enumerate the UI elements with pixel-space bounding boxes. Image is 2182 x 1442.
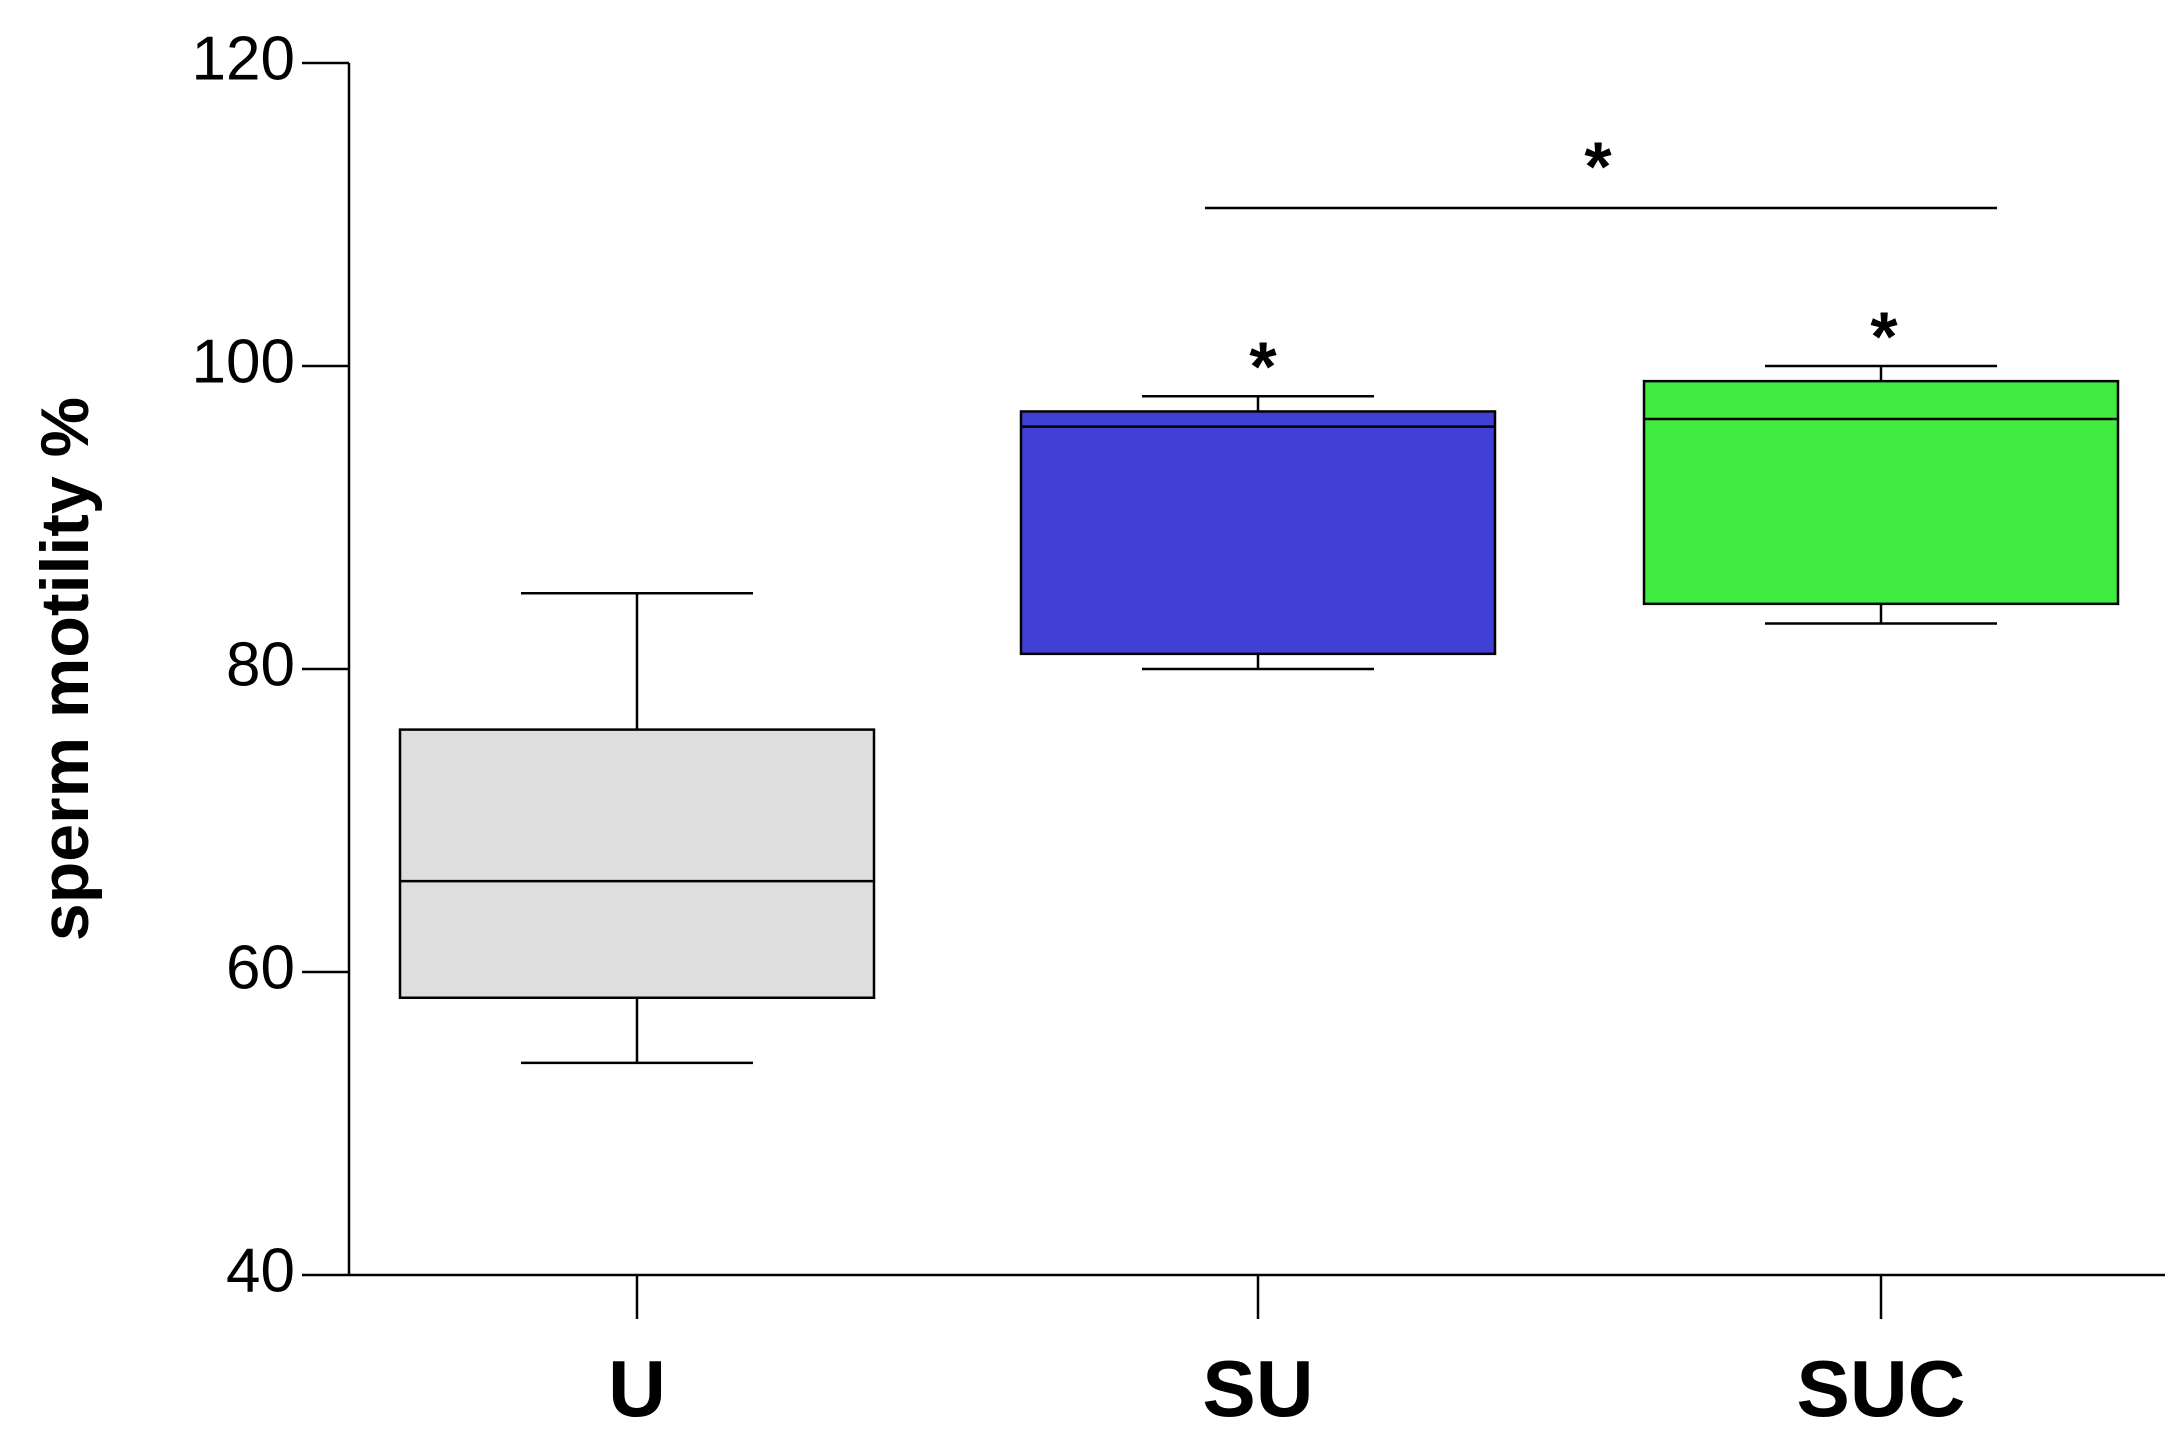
y-tick-label: 60	[226, 933, 295, 1002]
y-tick-label: 100	[192, 327, 295, 396]
box	[398, 728, 876, 1000]
box	[1019, 410, 1497, 656]
significance-star: *	[1584, 127, 1612, 205]
x-tick-label: U	[608, 1344, 666, 1433]
significance-star: *	[1870, 297, 1898, 375]
x-tick-label: SUC	[1797, 1344, 1966, 1433]
box	[1642, 379, 2120, 606]
y-tick-label: 80	[226, 630, 295, 699]
x-tick-label: SU	[1202, 1344, 1313, 1433]
y-tick-label: 40	[226, 1236, 295, 1305]
y-axis-label: sperm motility %	[27, 397, 103, 941]
significance-star: *	[1249, 327, 1277, 405]
y-tick-label: 120	[192, 24, 295, 93]
